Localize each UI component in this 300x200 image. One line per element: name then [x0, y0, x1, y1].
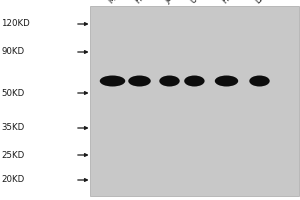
Ellipse shape: [215, 75, 238, 86]
Text: 120KD: 120KD: [2, 20, 30, 28]
Ellipse shape: [100, 75, 125, 86]
Text: 35KD: 35KD: [2, 123, 25, 132]
Ellipse shape: [249, 75, 270, 86]
Text: Jurkat: Jurkat: [163, 0, 186, 5]
Ellipse shape: [128, 75, 151, 86]
Ellipse shape: [159, 75, 180, 86]
Text: 25KD: 25KD: [2, 150, 25, 160]
Text: 90KD: 90KD: [2, 47, 25, 56]
Text: MCF-7: MCF-7: [106, 0, 130, 5]
Text: Hela: Hela: [133, 0, 152, 5]
Text: 20KD: 20KD: [2, 176, 25, 184]
Text: Liver: Liver: [253, 0, 274, 5]
Text: Heart: Heart: [220, 0, 242, 5]
Bar: [90, 6, 298, 196]
Ellipse shape: [184, 75, 205, 86]
Text: U87: U87: [188, 0, 206, 5]
Text: 50KD: 50KD: [2, 88, 25, 98]
